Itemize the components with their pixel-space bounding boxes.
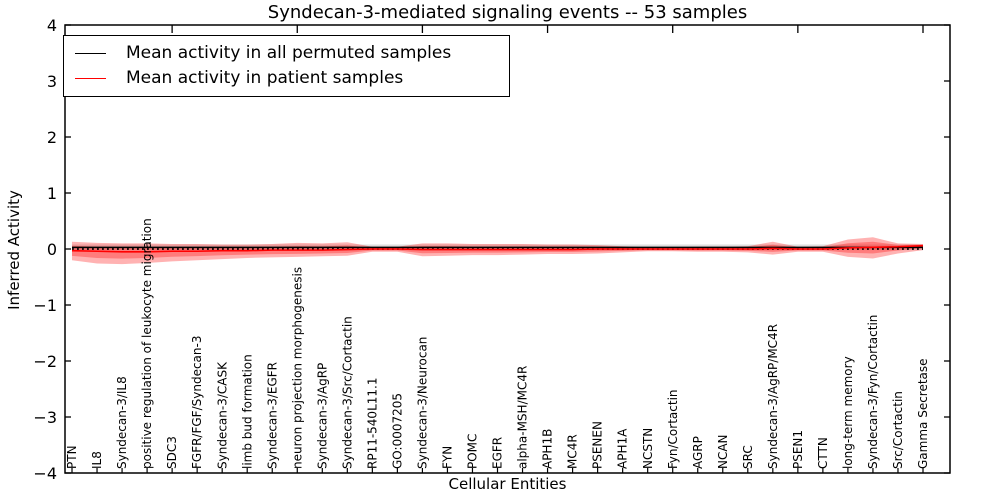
- x-category-label: APH1A: [616, 428, 630, 469]
- x-category-label: Syndecan-3/Src/Cortactin: [340, 316, 354, 469]
- x-category-label: PSEN1: [791, 430, 805, 469]
- red-line-swatch: [75, 78, 106, 80]
- black-line-swatch: [75, 52, 106, 54]
- x-category-label: Syndecan-3/Neurocan: [415, 337, 429, 469]
- x-category-label: long-term memory: [841, 356, 855, 469]
- x-category-label: EGFR: [491, 437, 505, 469]
- x-category-label: NCSTN: [641, 428, 655, 469]
- legend-box: Mean activity in all permuted samples Me…: [63, 35, 510, 97]
- x-category-label: POMC: [466, 434, 480, 469]
- patient-band-outer: [72, 237, 923, 265]
- x-category-label: Src/Cortactin: [891, 391, 905, 469]
- y-tick-label: −1: [33, 296, 57, 315]
- legend-label-permuted: Mean activity in all permuted samples: [126, 42, 452, 63]
- x-category-label: neuron projection morphogenesis: [290, 267, 304, 469]
- y-tick-label: −4: [33, 464, 57, 483]
- x-category-label: FYN: [441, 446, 455, 469]
- x-category-label: positive regulation of leukocyte migrati…: [140, 218, 154, 469]
- x-category-label: IL8: [90, 451, 104, 469]
- x-category-label: NCAN: [716, 434, 730, 469]
- x-category-label: Gamma Secretase: [916, 358, 930, 469]
- y-tick-label: −2: [33, 352, 57, 371]
- y-axis-title: Inferred Activity: [5, 190, 23, 310]
- chart-title: Syndecan-3-mediated signaling events -- …: [267, 2, 748, 23]
- x-category-label: Syndecan-3/EGFR: [265, 362, 279, 469]
- x-category-label: APH1B: [541, 429, 555, 469]
- x-category-label: SRC: [741, 445, 755, 469]
- x-category-label: Syndecan-3/CASK: [215, 361, 229, 469]
- x-category-label: FGFR/FGF/Syndecan-3: [190, 336, 204, 469]
- legend-entry-patient: Mean activity in patient samples: [64, 70, 509, 87]
- x-category-label: SDC3: [165, 436, 179, 469]
- x-category-label: Syndecan-3/AgRP: [315, 363, 329, 469]
- x-category-label: limb bud formation: [240, 354, 254, 469]
- x-category-label: AGRP: [691, 436, 705, 469]
- x-category-label: Fyn/Cortactin: [666, 389, 680, 469]
- x-category-label: Syndecan-3/AgRP/MC4R: [766, 324, 780, 469]
- y-tick-label: 1: [47, 184, 57, 203]
- x-category-label: GO:0007205: [390, 393, 404, 469]
- y-tick-label: 0: [47, 240, 57, 259]
- x-category-label: RP11-540L11.1: [365, 378, 379, 469]
- y-tick-label: 4: [47, 16, 57, 35]
- x-axis-title: Cellular Entities: [448, 475, 567, 493]
- y-tick-label: 2: [47, 128, 57, 147]
- x-category-label: CTTN: [816, 437, 830, 469]
- x-category-label: PSENEN: [591, 421, 605, 469]
- x-category-label: alpha-MSH/MC4R: [516, 366, 530, 469]
- y-tick-label: −3: [33, 408, 57, 427]
- x-category-label: Syndecan-3/IL8: [115, 376, 129, 469]
- patient-mean-line: [71, 244, 924, 253]
- x-category-label: PTN: [65, 445, 79, 469]
- y-tick-label: 3: [47, 72, 57, 91]
- legend-label-patient: Mean activity in patient samples: [126, 68, 404, 89]
- x-category-label: MC4R: [566, 434, 580, 469]
- legend-entry-permuted: Mean activity in all permuted samples: [64, 42, 509, 63]
- x-category-label: Syndecan-3/Fyn/Cortactin: [866, 315, 880, 469]
